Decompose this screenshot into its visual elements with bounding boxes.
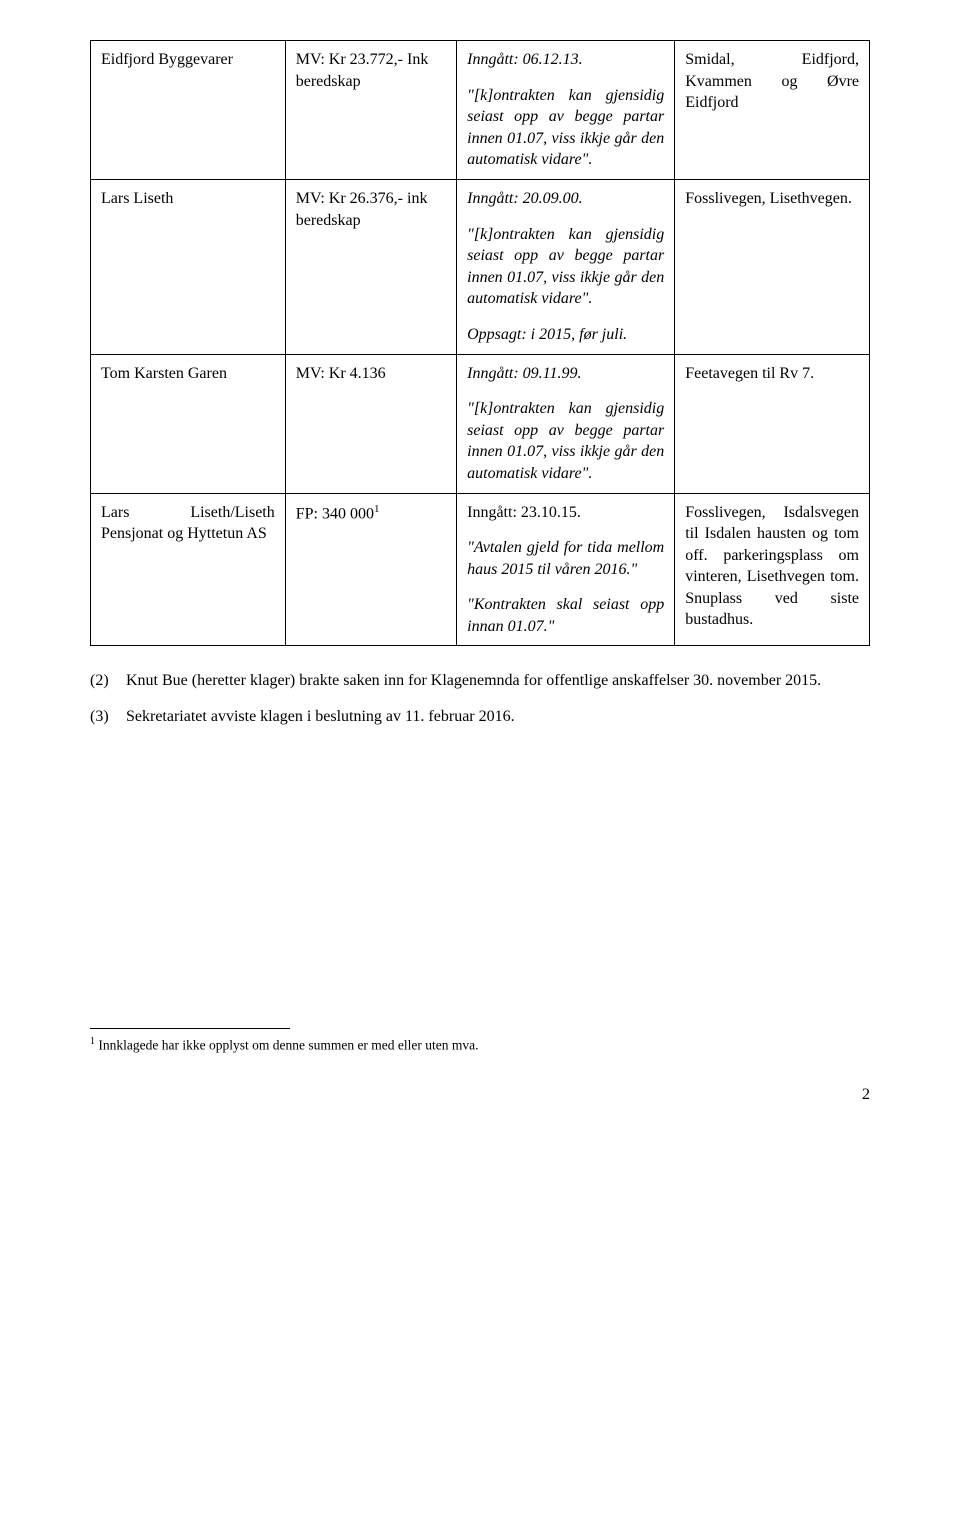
contract-clause: "Kontrakten skal seiast opp innan 01.07.… bbox=[467, 594, 664, 637]
cell-value: MV: Kr 26.376,- ink beredskap bbox=[285, 179, 456, 354]
numbered-paragraph: (2) Knut Bue (heretter klager) brakte sa… bbox=[90, 670, 870, 692]
cell-party: Lars Liseth/Liseth Pensjonat og Hyttetun… bbox=[91, 493, 286, 646]
cell-value: FP: 340 0001 bbox=[285, 493, 456, 646]
cell-location: Feetavegen til Rv 7. bbox=[675, 354, 870, 493]
footnote-separator bbox=[90, 1028, 290, 1029]
cell-value-text: FP: 340 000 bbox=[296, 505, 374, 522]
cell-party: Lars Liseth bbox=[91, 179, 286, 354]
numbered-paragraph: (3) Sekretariatet avviste klagen i beslu… bbox=[90, 706, 870, 728]
table-row: Lars Liseth/Liseth Pensjonat og Hyttetun… bbox=[91, 493, 870, 646]
contract-clause: "Avtalen gjeld for tida mellom haus 2015… bbox=[467, 537, 664, 580]
cell-value: MV: Kr 23.772,- Ink beredskap bbox=[285, 41, 456, 180]
contract-date: Inngått: 06.12.13. bbox=[467, 49, 664, 71]
contract-date: Inngått: 09.11.99. bbox=[467, 363, 664, 385]
footnote: 1 Innklagede har ikke opplyst om denne s… bbox=[90, 1035, 870, 1055]
table-row: Lars Liseth MV: Kr 26.376,- ink beredska… bbox=[91, 179, 870, 354]
paragraph-number: (2) bbox=[90, 670, 126, 692]
contract-clause: "[k]ontrakten kan gjensidig seiast opp a… bbox=[467, 224, 664, 310]
paragraph-text: Sekretariatet avviste klagen i beslutnin… bbox=[126, 706, 870, 728]
contract-date: Inngått: 23.10.15. bbox=[467, 502, 664, 524]
contract-note: Oppsagt: i 2015, før juli. bbox=[467, 324, 664, 346]
contract-clause: "[k]ontrakten kan gjensidig seiast opp a… bbox=[467, 398, 664, 484]
page-number: 2 bbox=[90, 1084, 870, 1106]
cell-party: Eidfjord Byggevarer bbox=[91, 41, 286, 180]
cell-party: Tom Karsten Garen bbox=[91, 354, 286, 493]
footnote-ref: 1 bbox=[374, 503, 380, 515]
paragraph-text: Knut Bue (heretter klager) brakte saken … bbox=[126, 670, 870, 692]
cell-contract: Inngått: 20.09.00. "[k]ontrakten kan gje… bbox=[457, 179, 675, 354]
contract-table: Eidfjord Byggevarer MV: Kr 23.772,- Ink … bbox=[90, 40, 870, 646]
cell-location: Smidal, Eidfjord, Kvammen og Øvre Eidfjo… bbox=[675, 41, 870, 180]
cell-contract: Inngått: 09.11.99. "[k]ontrakten kan gje… bbox=[457, 354, 675, 493]
cell-location: Fosslivegen, Isdalsvegen til Isdalen hau… bbox=[675, 493, 870, 646]
contract-date: Inngått: 20.09.00. bbox=[467, 188, 664, 210]
cell-value: MV: Kr 4.136 bbox=[285, 354, 456, 493]
table-row: Eidfjord Byggevarer MV: Kr 23.772,- Ink … bbox=[91, 41, 870, 180]
table-row: Tom Karsten Garen MV: Kr 4.136 Inngått: … bbox=[91, 354, 870, 493]
cell-contract: Inngått: 23.10.15. "Avtalen gjeld for ti… bbox=[457, 493, 675, 646]
paragraph-number: (3) bbox=[90, 706, 126, 728]
cell-contract: Inngått: 06.12.13. "[k]ontrakten kan gje… bbox=[457, 41, 675, 180]
contract-clause: "[k]ontrakten kan gjensidig seiast opp a… bbox=[467, 85, 664, 171]
body-paragraphs: (2) Knut Bue (heretter klager) brakte sa… bbox=[90, 670, 870, 727]
cell-location: Fosslivegen, Lisethvegen. bbox=[675, 179, 870, 354]
footnote-text: Innklagede har ikke opplyst om denne sum… bbox=[95, 1037, 479, 1052]
